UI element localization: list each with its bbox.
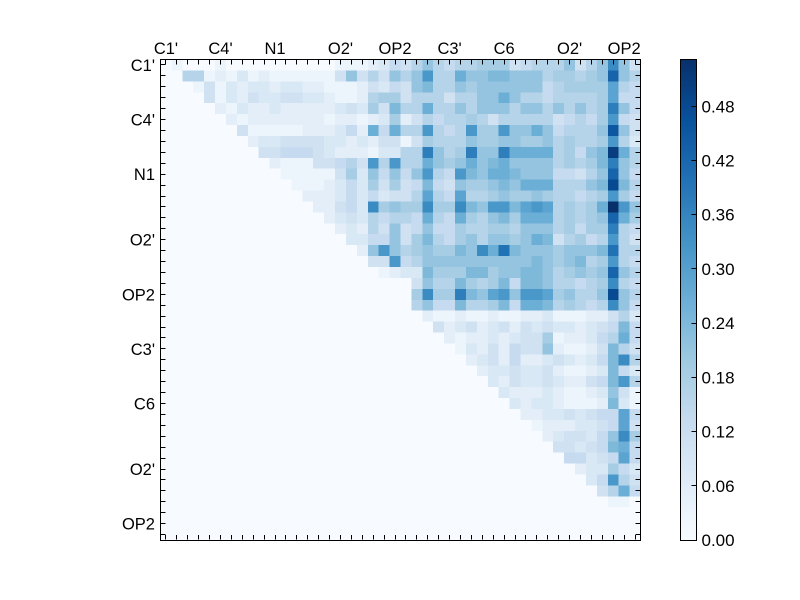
- svg-text:OP2: OP2: [379, 40, 412, 58]
- svg-text:C1': C1': [131, 57, 155, 75]
- svg-text:C3': C3': [437, 40, 461, 58]
- svg-text:0.42: 0.42: [702, 152, 735, 171]
- svg-text:O2': O2': [130, 232, 155, 250]
- svg-text:0.36: 0.36: [702, 206, 735, 225]
- svg-text:0.06: 0.06: [702, 477, 735, 496]
- svg-text:0.12: 0.12: [702, 423, 735, 442]
- svg-text:OP2: OP2: [122, 286, 155, 304]
- svg-text:C4': C4': [131, 112, 155, 130]
- svg-text:N1: N1: [265, 40, 286, 58]
- svg-text:0.18: 0.18: [702, 368, 735, 387]
- svg-text:C1': C1': [154, 40, 178, 58]
- svg-text:C4': C4': [208, 40, 232, 58]
- svg-text:C6: C6: [494, 40, 515, 58]
- svg-text:OP2: OP2: [122, 516, 155, 534]
- svg-text:O2': O2': [130, 461, 155, 479]
- svg-text:O2': O2': [557, 40, 582, 58]
- svg-text:C6: C6: [134, 395, 155, 413]
- svg-text:0.24: 0.24: [702, 314, 735, 333]
- svg-text:0.30: 0.30: [702, 260, 735, 279]
- svg-text:0.48: 0.48: [702, 97, 735, 116]
- svg-text:0.00: 0.00: [702, 531, 735, 550]
- svg-text:O2': O2': [328, 40, 353, 58]
- svg-text:N1: N1: [134, 166, 155, 184]
- svg-text:OP2: OP2: [608, 40, 641, 58]
- svg-text:C3': C3': [131, 341, 155, 359]
